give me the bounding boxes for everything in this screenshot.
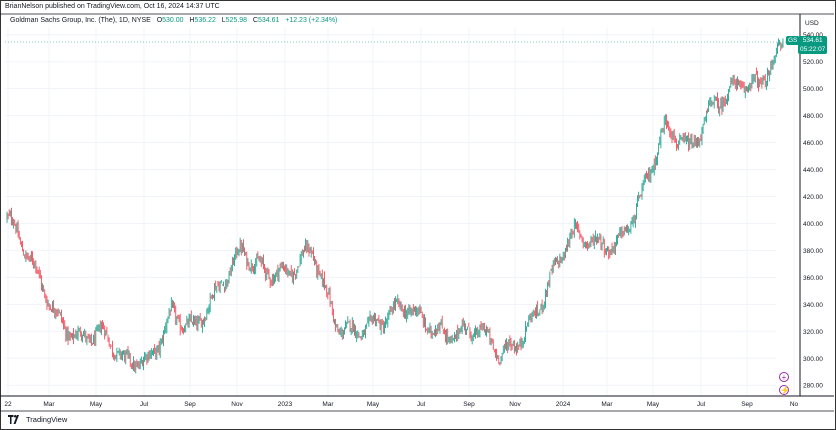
- symbol-name: Goldman Sachs Group, Inc. (The), 1D, NYS…: [10, 17, 151, 24]
- time-tick-label: Jul: [417, 401, 426, 408]
- high-value: 536.22: [194, 17, 216, 24]
- last-price-badge: 534.61 05:22:07: [798, 36, 828, 54]
- last-price-value: 534.61: [802, 37, 823, 44]
- price-tick-label: 520.00: [803, 59, 823, 66]
- last-price-ticker-badge: GS: [786, 36, 800, 45]
- close-value: 534.61: [257, 17, 280, 24]
- plus-circle-icon[interactable]: +: [779, 372, 789, 382]
- time-tick-label: 22: [4, 401, 12, 408]
- time-tick-label: Jul: [140, 401, 149, 408]
- time-tick-label: No: [790, 401, 799, 408]
- bar-countdown: 05:22:07: [800, 46, 826, 53]
- price-tick-label: 480.00: [803, 113, 823, 120]
- change-value: +12.23 (+2.34%): [285, 17, 338, 24]
- lightning-circle-icon[interactable]: ⚡: [779, 385, 790, 395]
- footer: TradingView: [8, 415, 67, 424]
- price-tick-label: 540.00: [803, 32, 823, 39]
- low-value: 525.98: [225, 17, 248, 24]
- time-tick-label: Sep: [184, 401, 196, 408]
- price-axis-currency: USD: [805, 20, 819, 27]
- price-tick-label: 340.00: [803, 302, 823, 309]
- publish-header: BrianNelson published on TradingView.com…: [5, 3, 220, 10]
- time-tick-label: Mar: [322, 401, 334, 408]
- time-tick-label: May: [90, 401, 103, 408]
- price-tick-label: 320.00: [803, 329, 823, 336]
- symbol-legend: Goldman Sachs Group, Inc. (The), 1D, NYS…: [10, 17, 337, 24]
- low-label: L: [221, 17, 226, 24]
- time-tick-label: May: [367, 401, 380, 408]
- time-tick-label: 2024: [556, 401, 571, 408]
- time-tick-label: Sep: [463, 401, 475, 408]
- time-tick-label: Mar: [43, 401, 55, 408]
- time-tick-label: Mar: [601, 401, 613, 408]
- price-tick-label: 420.00: [803, 194, 823, 201]
- high-label: H: [189, 17, 195, 24]
- time-tick-label: Sep: [741, 401, 753, 408]
- price-tick-label: 280.00: [803, 383, 823, 390]
- price-tick-label: 460.00: [803, 140, 823, 147]
- price-tick-label: 380.00: [803, 248, 823, 255]
- time-tick-label: Nov: [231, 401, 243, 408]
- price-tick-label: 360.00: [803, 275, 823, 282]
- time-tick-label: Nov: [509, 401, 521, 408]
- open-label: O: [156, 17, 163, 24]
- price-tick-label: 300.00: [803, 356, 823, 363]
- price-tick-label: 500.00: [803, 86, 823, 93]
- time-tick-label: Jul: [697, 401, 706, 408]
- footer-brand: TradingView: [26, 415, 68, 424]
- tradingview-logo-icon: [8, 415, 19, 424]
- time-tick-label: 2023: [278, 401, 293, 408]
- open-value: 530.00: [162, 17, 184, 24]
- price-tick-label: 440.00: [803, 167, 823, 174]
- close-label: C: [252, 17, 258, 24]
- price-tick-label: 400.00: [803, 221, 823, 228]
- time-tick-label: May: [647, 401, 660, 408]
